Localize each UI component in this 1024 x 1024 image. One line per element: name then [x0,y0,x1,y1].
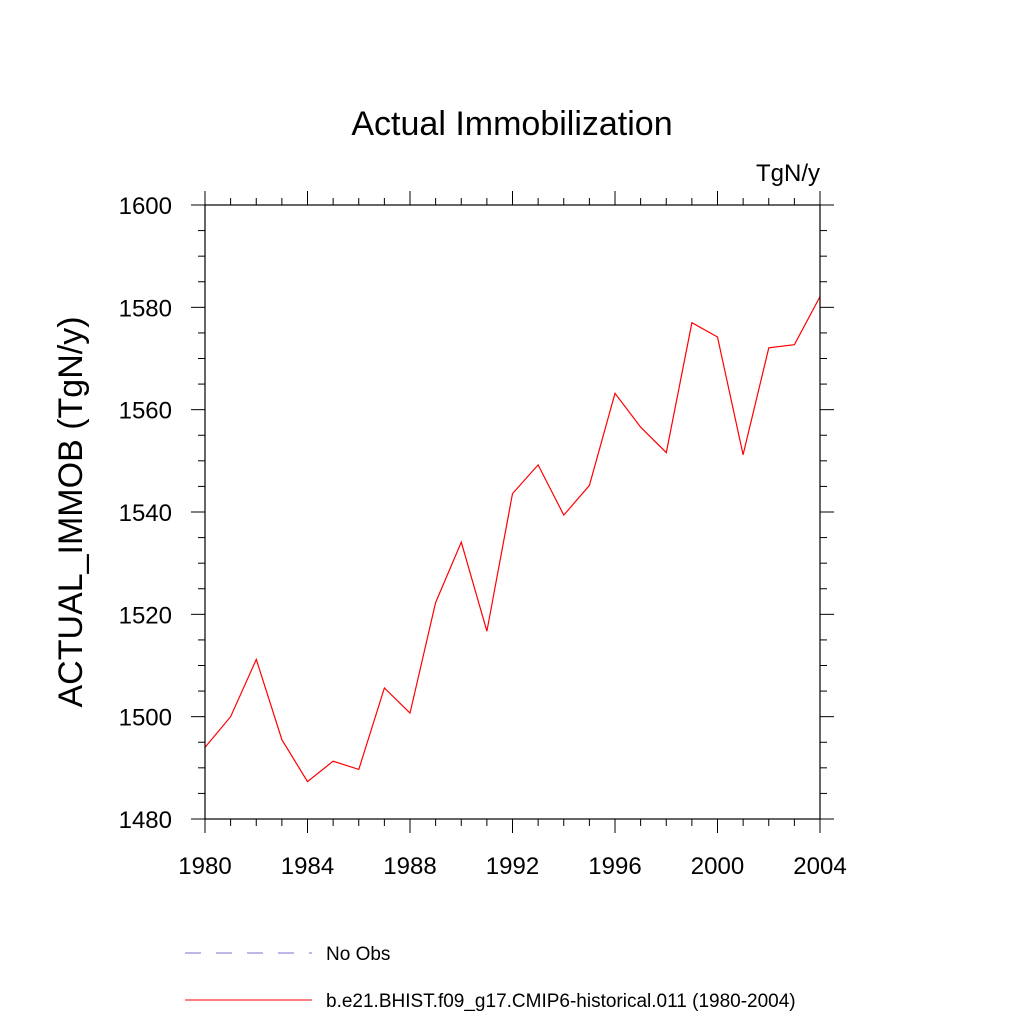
axis-ticks [191,191,834,833]
y-axis-label: ACTUAL_IMMOB (TgN/y) [52,316,90,707]
x-tick-label: 1988 [383,853,436,880]
y-tick-label: 1500 [119,705,172,732]
plot-series [204,296,821,783]
y-tick-label: 1540 [119,500,172,527]
units-label: TgN/y [756,160,820,187]
x-tick-label: 1980 [178,853,231,880]
tick-labels: 1980 1984 1988 1992 1996 2000 2004 1480 1500 1520… [119,193,847,880]
y-tick-label: 1580 [119,295,172,322]
y-tick-label: 1480 [119,807,172,834]
x-tick-label: 1996 [588,853,641,880]
series-line [204,296,821,783]
x-tick-label: 1992 [486,853,539,880]
plot-frame [204,204,821,820]
y-tick-label: 1520 [119,602,172,629]
x-tick-label: 2000 [691,853,744,880]
chart-title: Actual Immobilization [351,105,672,143]
y-tick-label: 1600 [119,193,172,220]
x-tick-label: 2004 [793,853,846,880]
legend: No Obs b.e21.BHIST.f09_g17.CMIP6-historic… [185,944,796,1012]
legend-label: No Obs [326,944,390,965]
legend-label: b.e21.BHIST.f09_g17.CMIP6-historical.011… [326,991,796,1012]
y-tick-label: 1560 [119,398,172,425]
x-tick-label: 1984 [281,853,334,880]
